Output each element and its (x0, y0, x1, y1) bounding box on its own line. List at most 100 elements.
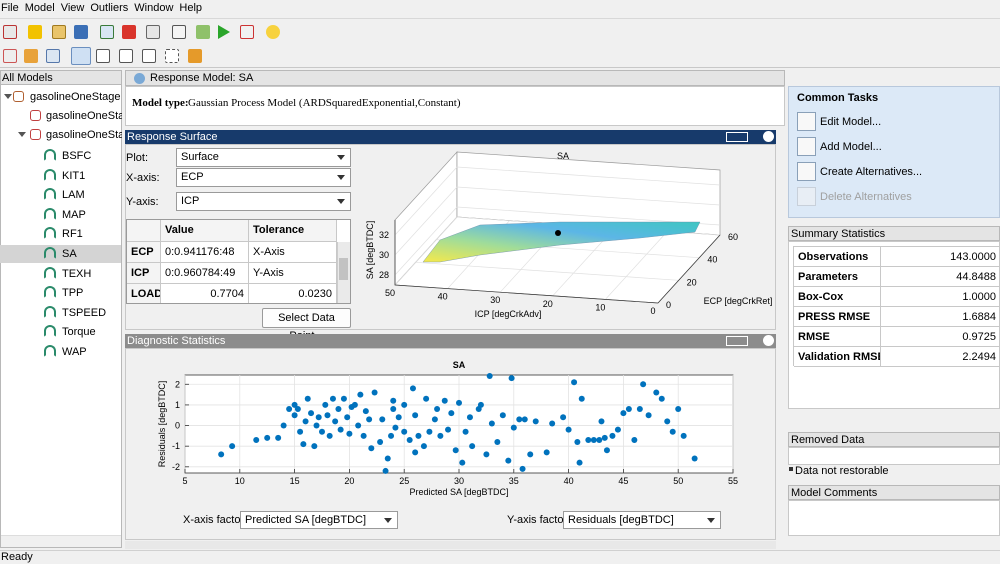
toolbar-button[interactable] (96, 49, 110, 63)
data-point (372, 390, 378, 396)
toolbar-button[interactable] (142, 49, 156, 63)
toolbar-button[interactable] (165, 49, 179, 63)
toolbar-button[interactable] (218, 25, 230, 39)
tree-item[interactable]: SA (62, 247, 77, 261)
tree-item[interactable]: WAP (62, 345, 87, 359)
data-point (352, 402, 358, 408)
toolbar-button[interactable] (266, 25, 280, 39)
data-point (383, 468, 389, 474)
toolbar-button[interactable] (172, 25, 186, 39)
data-point (604, 447, 610, 453)
stat-value: 2.2494 (881, 347, 1000, 367)
tree-item[interactable]: BSFC (62, 149, 91, 163)
tree-item[interactable]: MAP (62, 208, 86, 222)
control-select[interactable]: Surface (176, 148, 351, 167)
select-data-point-button[interactable]: Select Data Point... (262, 308, 351, 328)
task-icon (797, 187, 816, 206)
tree-item[interactable]: TEXH (62, 267, 91, 281)
toolbar-button[interactable] (74, 25, 88, 39)
comments-box[interactable] (788, 500, 1000, 536)
menu-item[interactable]: Help (179, 1, 202, 15)
tree-item[interactable]: gasolineOneStage (46, 128, 122, 142)
data-point (520, 466, 526, 472)
data-point (637, 406, 643, 412)
menu-item[interactable]: Outliers (90, 1, 128, 15)
tree-item[interactable]: TSPEED (62, 306, 106, 320)
toolbar-button[interactable] (3, 49, 17, 63)
data-point (489, 420, 495, 426)
y-tick-label: 2 (175, 379, 180, 389)
task-icon[interactable] (797, 112, 816, 131)
close-button[interactable] (763, 131, 774, 142)
toolbar-button[interactable] (196, 25, 210, 39)
scroll-thumb[interactable] (339, 258, 348, 280)
layout-button[interactable] (726, 132, 748, 142)
data-point (355, 423, 361, 429)
toolbar-button[interactable] (52, 25, 66, 39)
control-select[interactable]: ECP (176, 168, 351, 187)
model-icon (44, 286, 56, 298)
x-tick-label: 20 (344, 476, 354, 486)
data-point (412, 449, 418, 455)
tree-item[interactable]: KIT1 (62, 169, 85, 183)
tree-item[interactable]: gasolineOneStage (30, 90, 121, 104)
menu-item[interactable]: View (61, 1, 85, 15)
scrollbar[interactable] (1, 535, 121, 547)
task-icon[interactable] (797, 162, 816, 181)
data-point (338, 427, 344, 433)
x-tick-label: 20 (543, 299, 553, 309)
data-point (511, 425, 517, 431)
toolbar-button[interactable] (28, 25, 42, 39)
task-link[interactable]: Add Model... (820, 140, 882, 154)
toolbar-button[interactable] (240, 25, 254, 39)
task-link[interactable]: Create Alternatives... (820, 165, 922, 179)
splitter[interactable] (125, 541, 776, 549)
stat-value: 44.8488 (881, 267, 1000, 287)
summary-table: Observations143.0000Parameters44.8488Box… (793, 246, 1000, 366)
data-point (626, 406, 632, 412)
tree-item[interactable]: Torque (62, 325, 96, 339)
stat-value: 143.0000 (881, 247, 1000, 267)
data-point (275, 435, 281, 441)
data-point (388, 433, 394, 439)
y-factor-select[interactable]: Residuals [degBTDC] (563, 511, 721, 529)
data-point (319, 429, 325, 435)
control-select[interactable]: ICP (176, 192, 351, 211)
menu-item[interactable]: Model (25, 1, 55, 15)
toolbar-button[interactable] (146, 25, 160, 39)
table-cell: 0:0.941176:48 (161, 242, 249, 263)
tree-item[interactable]: LAM (62, 188, 85, 202)
y-tick-label: 40 (707, 255, 717, 265)
data-point (423, 396, 429, 402)
tree-item[interactable]: TPP (62, 286, 83, 300)
tree-item[interactable]: gasolineOneStage (46, 109, 122, 123)
model-icon (44, 208, 56, 220)
toolbar-button[interactable] (119, 49, 133, 63)
data-point (316, 414, 322, 420)
x-factor-select[interactable]: Predicted SA [degBTDC] (240, 511, 398, 529)
layout-button[interactable] (726, 336, 748, 346)
summary-header: Summary Statistics (788, 226, 1000, 241)
toolbar-button[interactable] (24, 49, 38, 63)
close-button[interactable] (763, 335, 774, 346)
stat-value: 0.9725 (881, 327, 1000, 347)
data-point (357, 392, 363, 398)
menu-item[interactable]: Window (134, 1, 173, 15)
toolbar-button[interactable] (46, 49, 60, 63)
toolbar-button[interactable] (188, 49, 202, 63)
tree-header-text: All Models (2, 71, 53, 85)
task-link[interactable]: Edit Model... (820, 115, 881, 129)
toolbar-button[interactable] (122, 25, 136, 39)
toolbar-button[interactable] (71, 47, 91, 65)
model-icon (44, 188, 56, 200)
toolbar-button[interactable] (3, 25, 17, 39)
stat-name: Parameters (794, 267, 881, 287)
toolbar-button[interactable] (100, 25, 114, 39)
data-point (218, 451, 224, 457)
data-point (640, 381, 646, 387)
tree-item[interactable]: RF1 (62, 227, 83, 241)
data-point (469, 443, 475, 449)
task-icon[interactable] (797, 137, 816, 156)
menu-item[interactable]: File (1, 1, 19, 15)
